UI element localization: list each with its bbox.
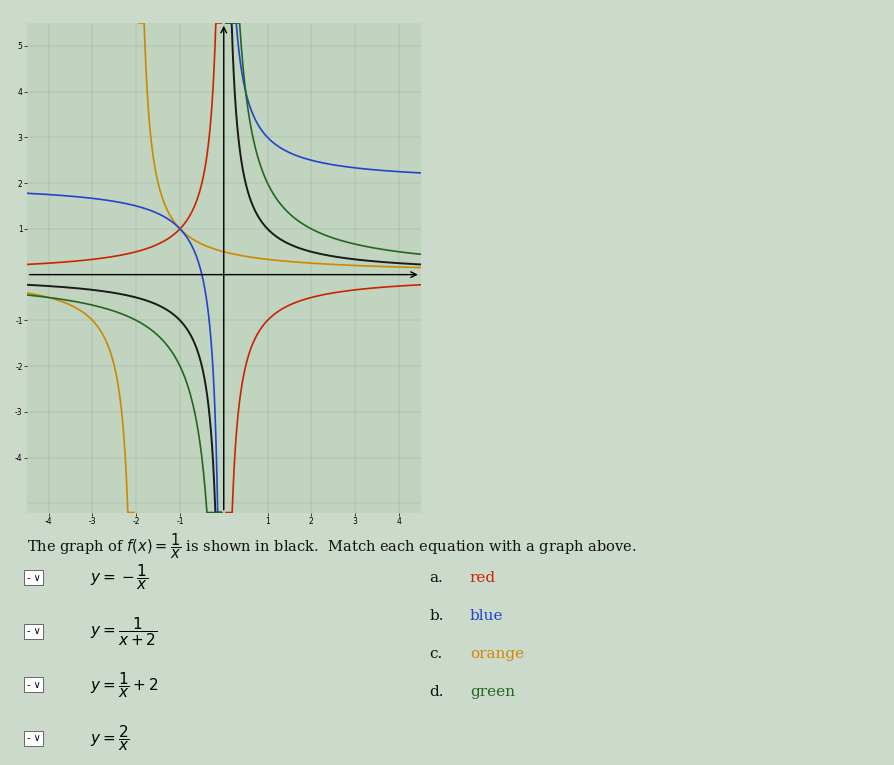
Text: $y = \dfrac{2}{x}$: $y = \dfrac{2}{x}$ [89, 724, 129, 753]
Text: a.: a. [429, 571, 443, 584]
Text: - ∨: - ∨ [27, 733, 40, 744]
Text: orange: orange [469, 647, 523, 661]
Text: green: green [469, 685, 514, 699]
Text: $y = \dfrac{1}{x+2}$: $y = \dfrac{1}{x+2}$ [89, 615, 156, 647]
Text: blue: blue [469, 609, 502, 623]
Text: b.: b. [429, 609, 443, 623]
Text: The graph of $f(x) = \dfrac{1}{x}$ is shown in black.  Match each equation with : The graph of $f(x) = \dfrac{1}{x}$ is sh… [27, 532, 636, 562]
Text: $y = -\dfrac{1}{x}$: $y = -\dfrac{1}{x}$ [89, 563, 148, 592]
Text: red: red [469, 571, 495, 584]
Text: $y = \dfrac{1}{x} + 2$: $y = \dfrac{1}{x} + 2$ [89, 670, 158, 699]
Text: - ∨: - ∨ [27, 626, 40, 636]
Text: - ∨: - ∨ [27, 679, 40, 690]
Text: - ∨: - ∨ [27, 572, 40, 583]
Text: c.: c. [429, 647, 443, 661]
Text: d.: d. [429, 685, 443, 699]
